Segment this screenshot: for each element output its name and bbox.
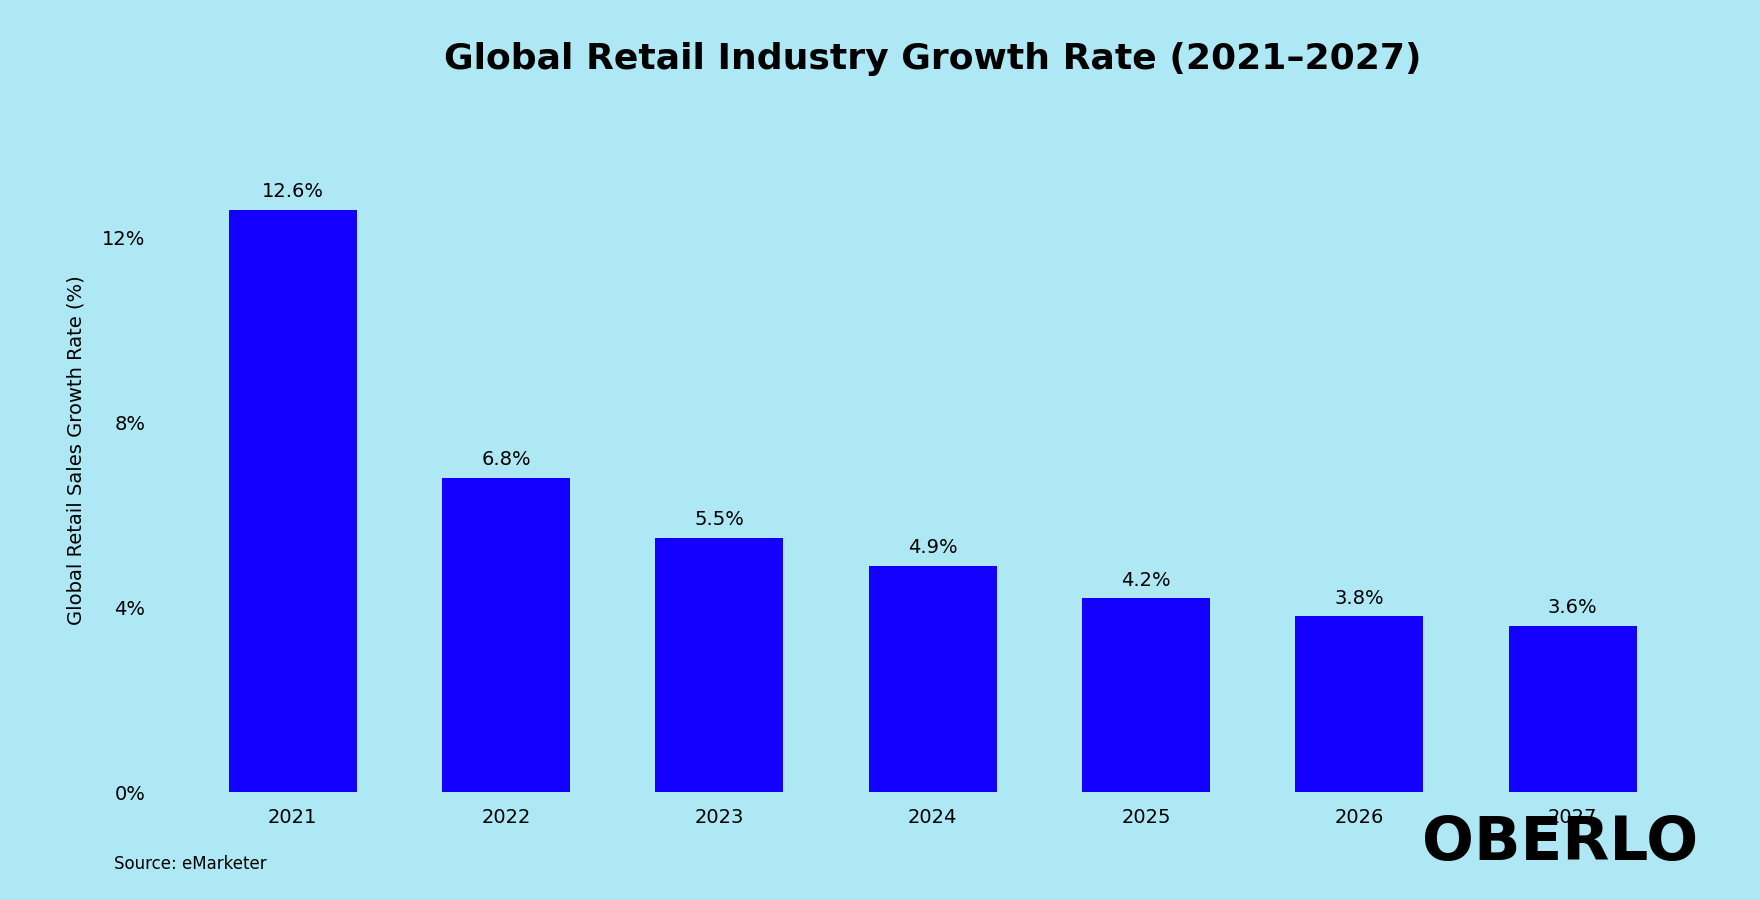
Y-axis label: Global Retail Sales Growth Rate (%): Global Retail Sales Growth Rate (%) — [67, 275, 84, 625]
Text: 6.8%: 6.8% — [480, 450, 532, 470]
Text: 3.8%: 3.8% — [1334, 590, 1385, 608]
Bar — [1295, 616, 1424, 792]
Text: 5.5%: 5.5% — [695, 510, 744, 529]
Bar — [1082, 598, 1211, 792]
Bar — [655, 538, 783, 792]
Text: 3.6%: 3.6% — [1549, 598, 1598, 617]
Text: OBERLO: OBERLO — [1422, 814, 1698, 873]
Bar — [442, 478, 570, 792]
Bar — [229, 210, 357, 792]
Text: 4.9%: 4.9% — [908, 538, 957, 557]
Text: Source: eMarketer: Source: eMarketer — [114, 855, 268, 873]
Text: 12.6%: 12.6% — [262, 183, 324, 202]
Text: 4.2%: 4.2% — [1121, 571, 1170, 590]
Bar — [1508, 626, 1637, 792]
Bar — [869, 565, 996, 792]
Title: Global Retail Industry Growth Rate (2021–2027): Global Retail Industry Growth Rate (2021… — [444, 42, 1422, 76]
